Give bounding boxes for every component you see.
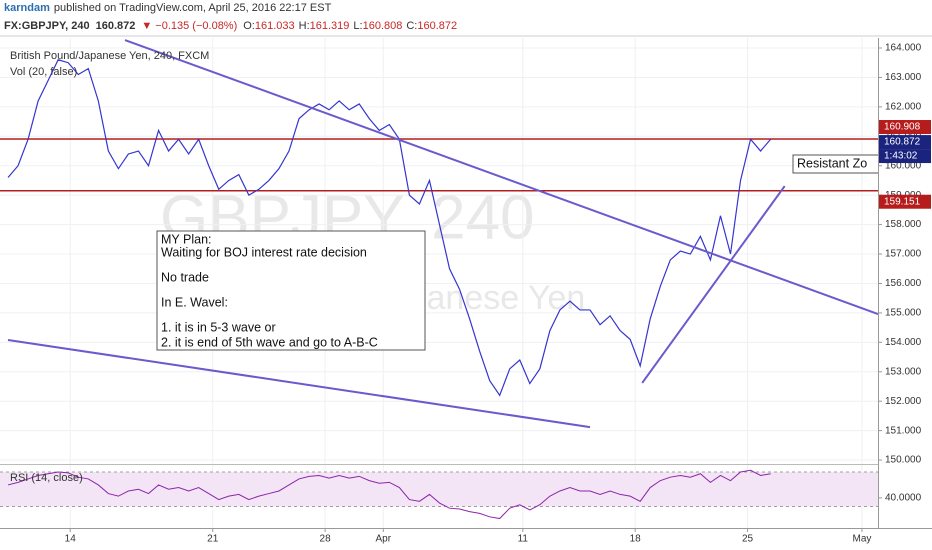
ohlc-o: 161.033: [255, 20, 295, 32]
hline-tag-bg: [879, 120, 931, 135]
published: published on TradingView.com, April 25, …: [54, 2, 332, 14]
trendline: [7, 338, 591, 429]
ohlc-o-label: O:: [243, 20, 255, 32]
x-tick-label: 18: [630, 534, 642, 545]
x-tick-label: May: [852, 534, 871, 545]
annotation-box: [156, 230, 426, 351]
hline-tag: 159.151: [884, 196, 921, 207]
x-tick-label: 21: [207, 534, 219, 545]
user[interactable]: karndam: [4, 2, 50, 14]
ohlc-c: 160.872: [417, 20, 457, 32]
symbol-line: FX:GBPJPY, 240 160.872 ▼ −0.135 (−0.08%) O:…: [4, 20, 457, 32]
x-tick-label: 25: [742, 534, 754, 545]
annotation-line: Waiting for BOJ interest rate decision: [161, 245, 367, 259]
x-tick-label: 14: [65, 534, 77, 545]
y-tick-label: 164.000: [885, 43, 922, 54]
rsi-tick-label: 40.0000: [885, 493, 922, 504]
plot: [0, 38, 879, 528]
trendline: [641, 185, 786, 384]
y-axis-bg: [878, 38, 932, 528]
y-tick-label: 155.000: [885, 308, 922, 319]
price-line: [7, 59, 772, 397]
y-tick-label: 156.000: [885, 278, 922, 289]
indicator-label: Vol (20, false): [10, 66, 77, 78]
rsi-label: RSI (14, close): [10, 472, 83, 484]
y-tick-label: 153.000: [885, 366, 922, 377]
ohlc-l-label: L:: [353, 20, 362, 32]
rsi-line: [7, 469, 771, 520]
x-tick-label: 28: [320, 534, 332, 545]
annotation-line: No trade: [161, 270, 209, 284]
y-tick-label: 152.000: [885, 396, 922, 407]
ohlc-l: 160.808: [363, 20, 403, 32]
last-price-tag: 160.872: [884, 137, 921, 148]
ohlc-c-label: C:: [406, 20, 417, 32]
y-tick-label: 160.000: [885, 160, 922, 171]
rsi-band: [0, 472, 878, 507]
countdown-tag-bg: [879, 149, 931, 164]
hline-tag: 160.908: [884, 122, 921, 133]
annotation-line: 1. it is in 5-3 wave or: [161, 320, 276, 334]
annotation-line: In E. Wavel:: [161, 295, 228, 309]
y-tick-label: 158.000: [885, 219, 922, 230]
ohlc-h-label: H:: [299, 20, 310, 32]
y-tick-label: 154.000: [885, 337, 922, 348]
callout: Resistant Zo: [797, 156, 867, 170]
annotation-line: 2. it is end of 5th wave and go to A-B-C: [161, 335, 378, 349]
trendline: [124, 39, 879, 316]
y-tick-label: 163.000: [885, 72, 922, 83]
last-price-tag-bg: [879, 135, 931, 150]
publish-line: karndam published on TradingView.com, Apr…: [4, 2, 332, 14]
price: 160.872: [96, 20, 136, 32]
countdown-tag: 1:43:02: [884, 151, 918, 162]
y-tick-label: 151.000: [885, 425, 922, 436]
x-tick-label: Apr: [376, 534, 392, 545]
ohlc-h: 161.319: [310, 20, 350, 32]
change: ▼ −0.135 (−0.08%): [141, 20, 237, 32]
symbol: FX:GBPJPY, 240: [4, 20, 90, 32]
y-tick-label: 157.000: [885, 249, 922, 260]
x-tick-label: 11: [518, 534, 529, 545]
chart-title: British Pound/Japanese Yen, 240, FXCM: [10, 50, 209, 62]
annotation-line: MY Plan:: [161, 232, 212, 246]
y-tick-label: 162.000: [885, 102, 922, 113]
y-tick-label: 150.000: [885, 455, 922, 466]
hline-tag-bg: [879, 194, 931, 209]
